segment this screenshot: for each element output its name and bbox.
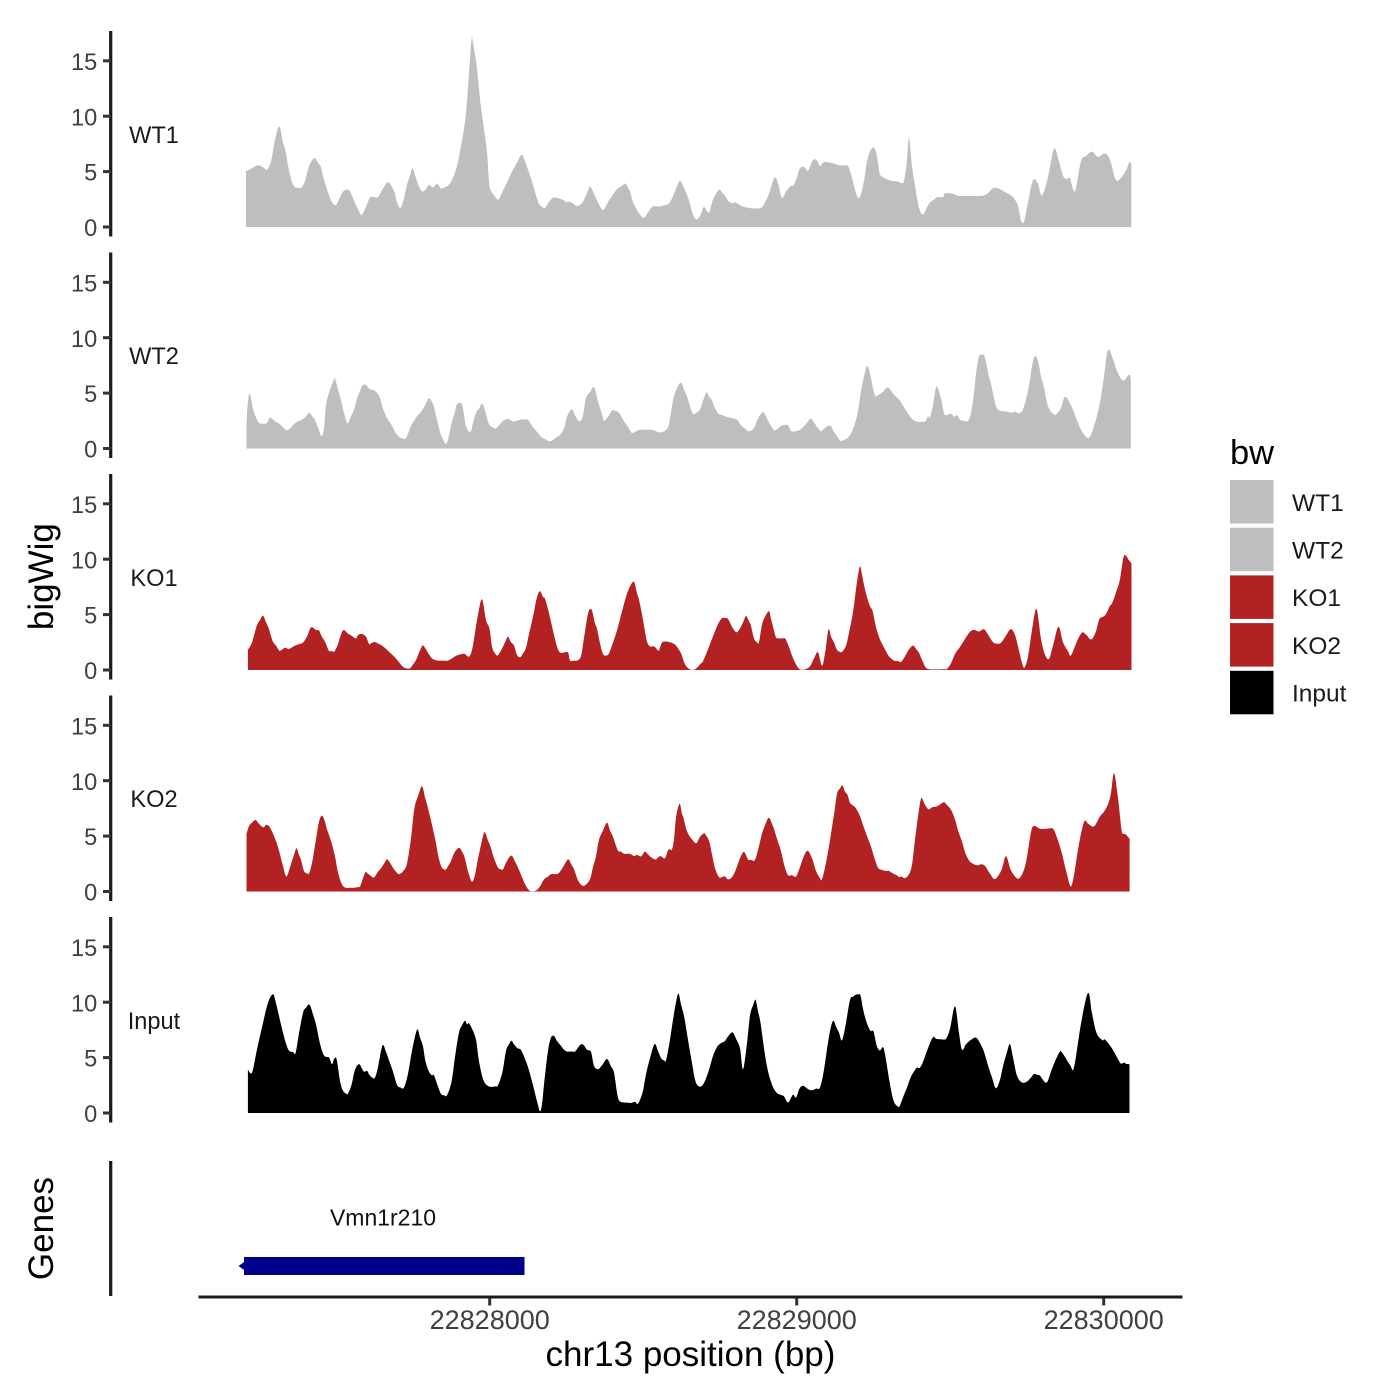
svg-text:Genes: Genes	[22, 1177, 61, 1280]
svg-text:WT1: WT1	[1292, 490, 1344, 517]
svg-text:0: 0	[84, 881, 97, 907]
svg-text:10: 10	[71, 327, 97, 353]
svg-text:22828000: 22828000	[430, 1305, 550, 1335]
svg-text:KO1: KO1	[1292, 585, 1341, 612]
svg-text:0: 0	[84, 1102, 97, 1128]
svg-text:15: 15	[71, 50, 97, 76]
svg-text:bigWig: bigWig	[22, 523, 61, 630]
svg-text:15: 15	[71, 271, 97, 297]
svg-text:22830000: 22830000	[1044, 1305, 1164, 1335]
svg-text:15: 15	[71, 493, 97, 519]
svg-text:Input: Input	[128, 1009, 181, 1035]
svg-text:WT1: WT1	[129, 123, 179, 149]
svg-text:bw: bw	[1230, 434, 1274, 472]
svg-text:10: 10	[71, 770, 97, 796]
svg-text:5: 5	[84, 825, 97, 851]
svg-text:10: 10	[71, 548, 97, 574]
svg-text:KO2: KO2	[130, 787, 177, 813]
svg-text:5: 5	[84, 382, 97, 408]
svg-text:15: 15	[71, 936, 97, 962]
svg-text:5: 5	[84, 604, 97, 630]
svg-text:Vmn1r210: Vmn1r210	[330, 1205, 436, 1231]
svg-text:0: 0	[84, 659, 97, 685]
svg-text:0: 0	[84, 216, 97, 242]
svg-text:WT2: WT2	[1292, 538, 1344, 565]
svg-text:15: 15	[71, 714, 97, 740]
svg-text:0: 0	[84, 438, 97, 464]
svg-text:KO2: KO2	[1292, 633, 1341, 660]
svg-text:10: 10	[71, 105, 97, 131]
svg-text:22829000: 22829000	[737, 1305, 857, 1335]
svg-text:WT2: WT2	[129, 344, 179, 370]
svg-text:5: 5	[84, 1047, 97, 1073]
svg-text:KO1: KO1	[130, 566, 177, 592]
svg-text:10: 10	[71, 991, 97, 1017]
svg-text:Input: Input	[1292, 681, 1347, 708]
svg-text:5: 5	[84, 161, 97, 187]
svg-text:chr13 position (bp): chr13 position (bp)	[546, 1335, 836, 1374]
